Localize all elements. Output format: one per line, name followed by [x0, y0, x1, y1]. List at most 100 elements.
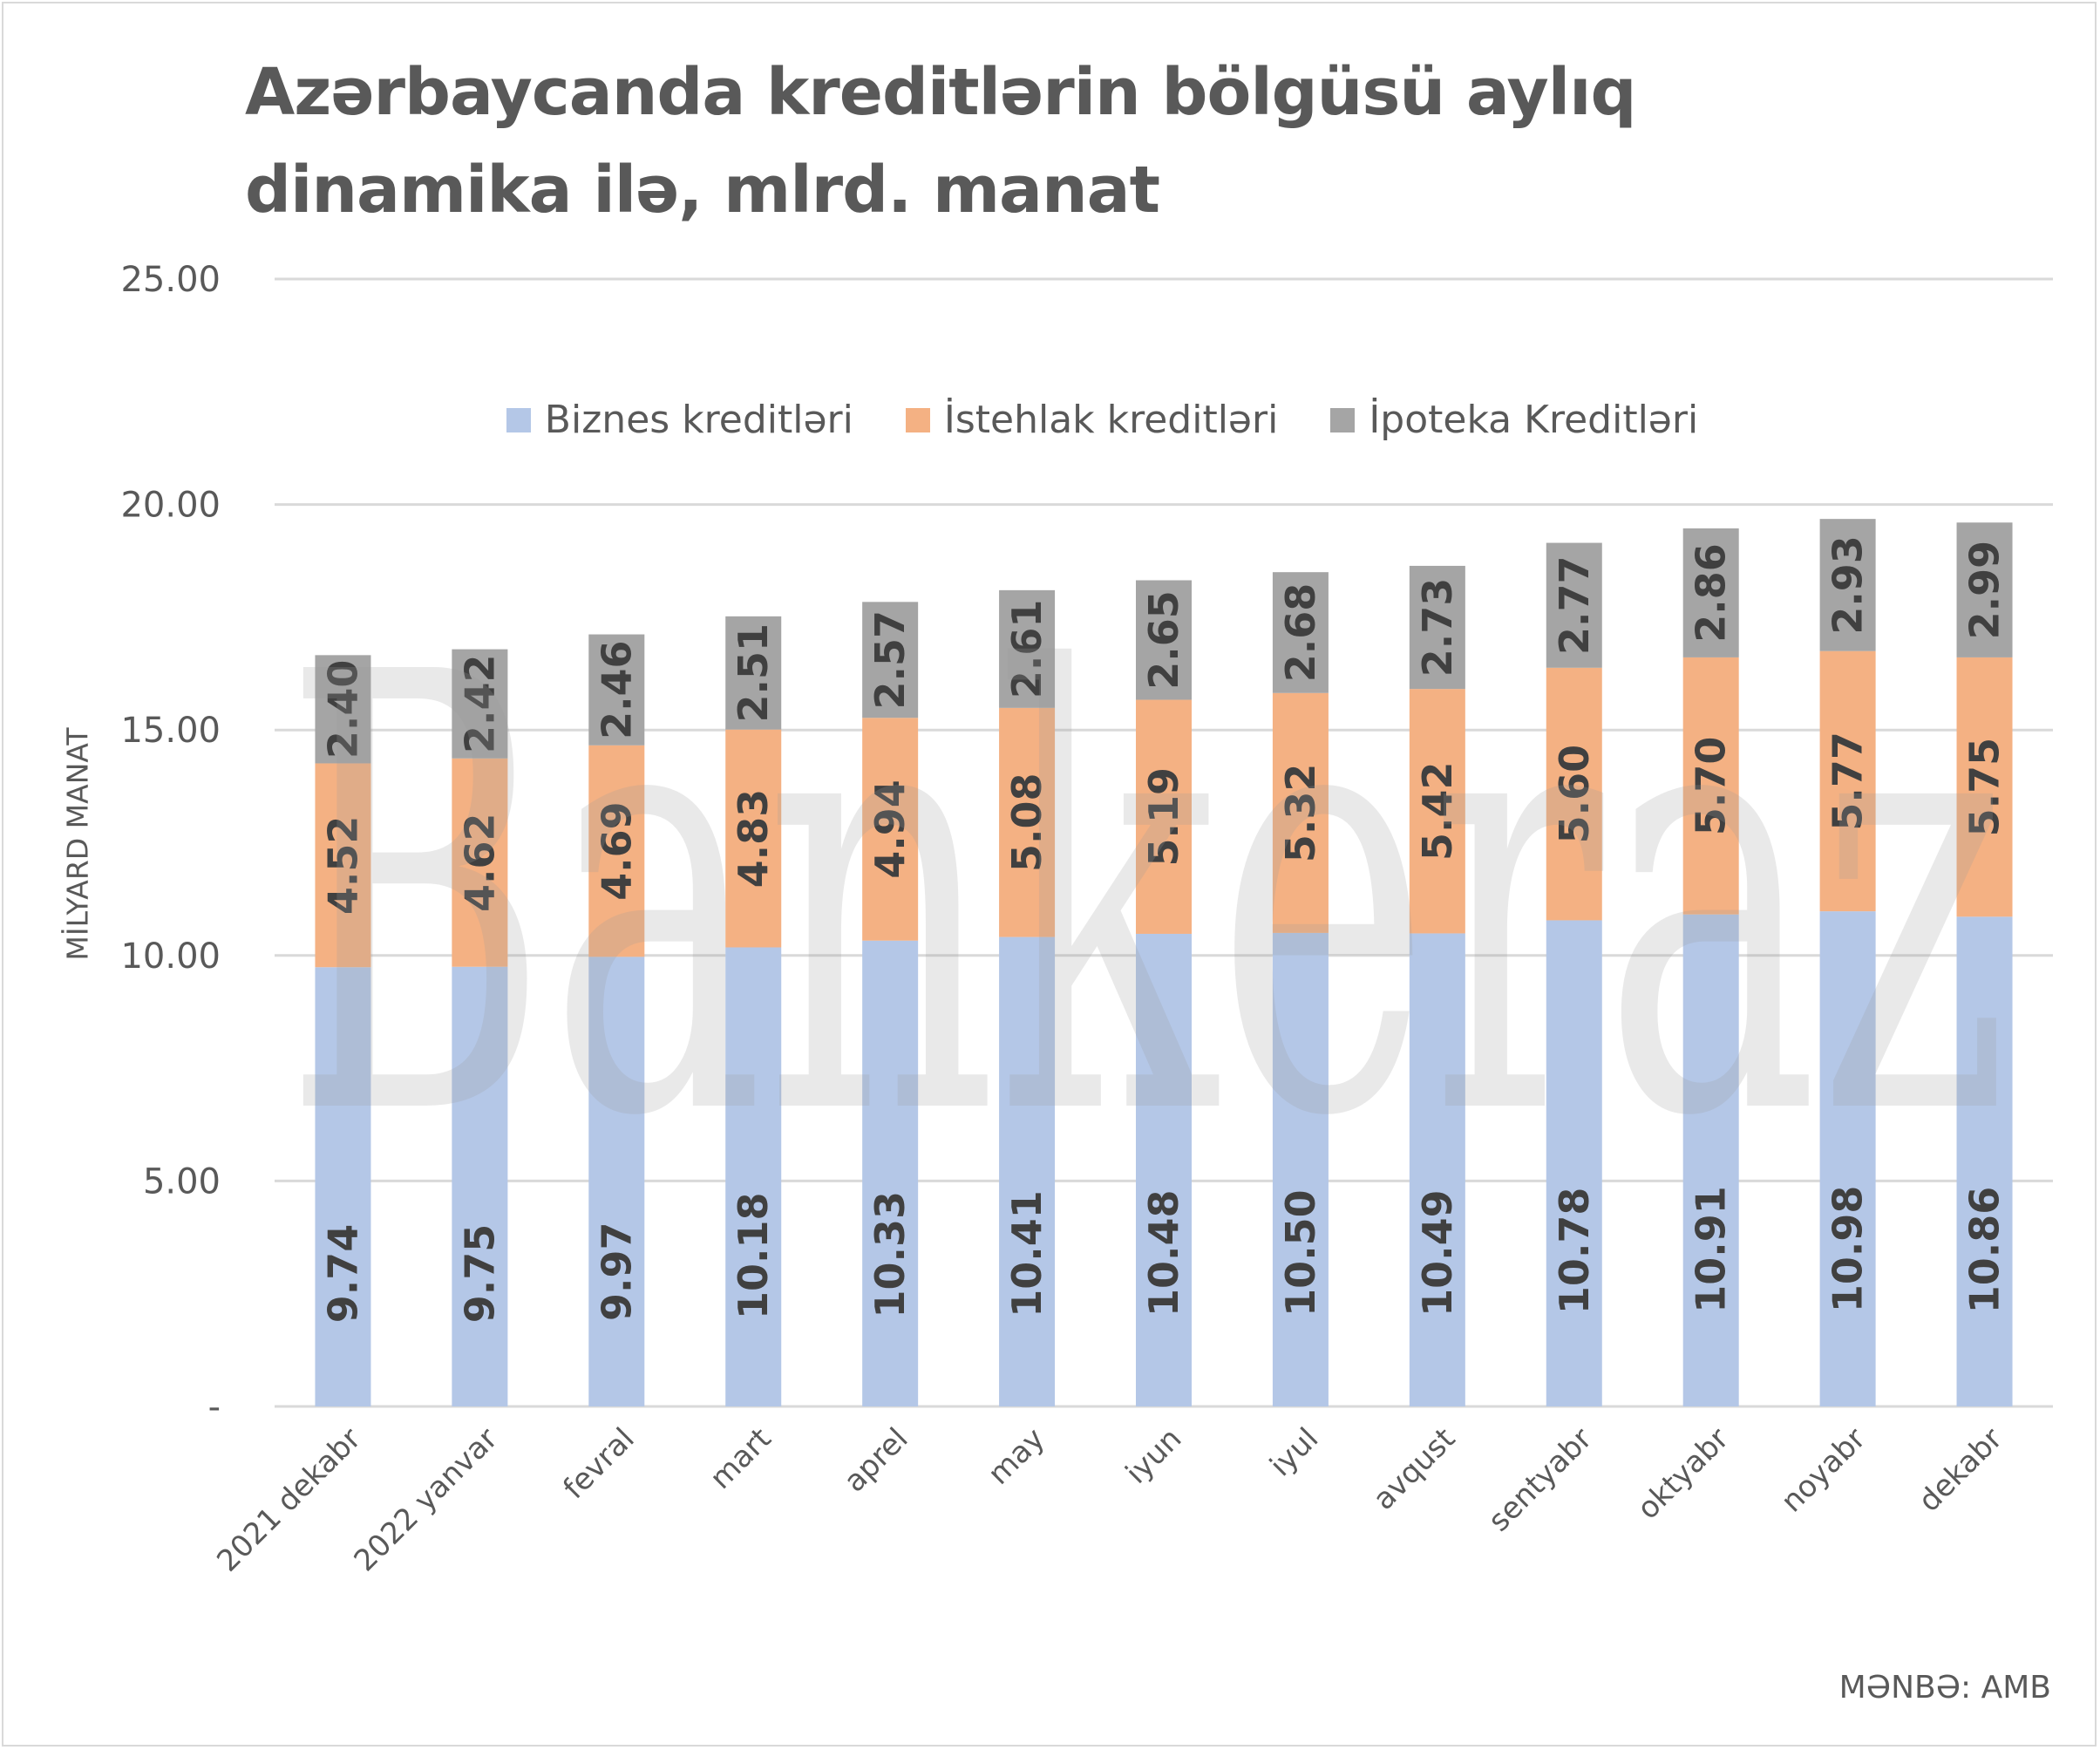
x-tick-label: 2021 dekabr — [210, 1421, 368, 1579]
legend-swatch — [905, 407, 930, 432]
data-label: 9.74 — [319, 1224, 366, 1324]
x-tick-label: iyun — [1119, 1421, 1189, 1491]
y-tick-label: 10.00 — [120, 936, 221, 977]
data-label: 5.08 — [1003, 773, 1050, 872]
data-label: 10.49 — [1414, 1189, 1461, 1317]
data-label: 10.98 — [1825, 1186, 1872, 1313]
bar-biznes — [1819, 911, 1876, 1406]
data-label: 2.57 — [867, 610, 914, 710]
bar-ipoteka — [1272, 572, 1329, 693]
data-label: 10.50 — [1277, 1189, 1324, 1317]
watermark-logo: Bankeraz — [283, 548, 2009, 1248]
y-tick-label: 15.00 — [120, 711, 221, 751]
data-label: 5.60 — [1551, 745, 1598, 844]
bar-istehlak — [1136, 699, 1192, 934]
bar-istehlak — [588, 745, 645, 957]
data-label: 10.91 — [1688, 1186, 1735, 1313]
legend-item: Biznes kreditləri — [506, 398, 853, 442]
source-note: MƏNBƏ: AMB — [1838, 1670, 2051, 1706]
x-tick-label: avqust — [1367, 1421, 1463, 1517]
x-tick-label: fevral — [557, 1421, 642, 1506]
bar-ipoteka — [1682, 528, 1739, 657]
x-tick-label: oktyabr — [1631, 1421, 1736, 1526]
bar-biznes — [1409, 933, 1465, 1406]
bar-biznes — [999, 936, 1056, 1406]
data-label: 10.86 — [1961, 1187, 2008, 1314]
data-label: 9.75 — [456, 1224, 503, 1324]
bar-ipoteka — [1409, 565, 1465, 690]
y-axis-label: MİLYARD MANAT — [60, 727, 95, 961]
x-tick-label: noyabr — [1775, 1421, 1872, 1519]
bar-biznes — [1546, 920, 1602, 1406]
bar-biznes — [315, 967, 371, 1406]
data-label: 2.86 — [1688, 543, 1735, 643]
bar-istehlak — [1546, 667, 1602, 921]
legend: Biznes kreditləri İstehlak kreditləri İpot… — [0, 398, 2100, 442]
bar-istehlak — [725, 729, 782, 948]
y-tick-label: 5.00 — [143, 1161, 221, 1202]
bar-istehlak — [862, 718, 919, 941]
data-label: 5.75 — [1961, 738, 2008, 837]
data-label: 5.70 — [1688, 737, 1735, 836]
data-label: 10.41 — [1003, 1190, 1050, 1318]
bar-istehlak — [1409, 689, 1465, 934]
data-label: 2.40 — [319, 660, 366, 759]
bar-ipoteka — [999, 589, 1056, 708]
y-tick-label: 20.00 — [120, 486, 221, 526]
data-label: 5.19 — [1140, 767, 1187, 867]
bar-istehlak — [1272, 692, 1329, 933]
bar-ipoteka — [452, 649, 508, 759]
data-label: 10.78 — [1551, 1188, 1598, 1315]
data-label: 2.93 — [1825, 535, 1872, 635]
data-label: 2.61 — [1003, 600, 1050, 699]
data-label: 2.65 — [1140, 590, 1187, 690]
data-label: 4.69 — [593, 801, 640, 900]
bar-istehlak — [1819, 650, 1876, 912]
legend-label: İstehlak kreditləri — [943, 398, 1279, 442]
data-label: 4.62 — [456, 814, 503, 913]
bar-ipoteka — [1546, 542, 1602, 668]
legend-label: Biznes kreditləri — [544, 398, 853, 442]
data-label: 2.51 — [730, 623, 777, 723]
bar-istehlak — [315, 763, 371, 968]
bar-ipoteka — [1819, 519, 1876, 651]
x-tick-label: 2022 yanvar — [348, 1421, 505, 1578]
bar-istehlak — [1682, 657, 1739, 915]
data-label: 4.94 — [867, 780, 914, 879]
bar-ipoteka — [315, 655, 371, 764]
data-label: 4.52 — [319, 816, 366, 916]
bar-istehlak — [999, 707, 1056, 937]
legend-item: İpoteka Kreditləri — [1330, 398, 1698, 442]
x-tick-label: dekabr — [1912, 1421, 2009, 1519]
data-label: 5.77 — [1825, 732, 1872, 831]
bar-ipoteka — [1956, 522, 2013, 657]
data-label: 10.18 — [730, 1192, 777, 1319]
y-tick-label: 25.00 — [120, 260, 221, 300]
data-label: 2.46 — [593, 640, 640, 739]
x-tick-label: aprel — [837, 1421, 914, 1499]
data-label: 4.83 — [730, 789, 777, 889]
x-tick-label: iyul — [1263, 1421, 1325, 1483]
data-label: 9.97 — [593, 1222, 640, 1322]
data-label: 2.77 — [1551, 555, 1598, 655]
data-label: 10.48 — [1140, 1189, 1187, 1317]
bar-biznes — [725, 947, 782, 1406]
bar-biznes — [1136, 933, 1192, 1406]
data-label: 2.99 — [1961, 541, 2008, 640]
legend-item: İstehlak kreditləri — [905, 398, 1279, 442]
data-label: 2.68 — [1277, 583, 1324, 683]
bar-istehlak — [1956, 657, 2013, 917]
data-label: 10.33 — [867, 1191, 914, 1318]
data-label: 5.42 — [1414, 762, 1461, 861]
y-tick-label: - — [208, 1387, 221, 1427]
x-tick-label: sentyabr — [1482, 1421, 1599, 1538]
bar-biznes — [1272, 932, 1329, 1406]
bar-biznes — [862, 940, 919, 1406]
bar-biznes — [1956, 916, 2013, 1406]
bar-ipoteka — [725, 616, 782, 730]
chart-title: Azərbaycanda kreditlərin bölgüsü aylıq d… — [245, 55, 1636, 228]
bar-biznes — [452, 966, 508, 1406]
bar-istehlak — [452, 758, 508, 967]
data-label: 5.32 — [1277, 764, 1324, 863]
